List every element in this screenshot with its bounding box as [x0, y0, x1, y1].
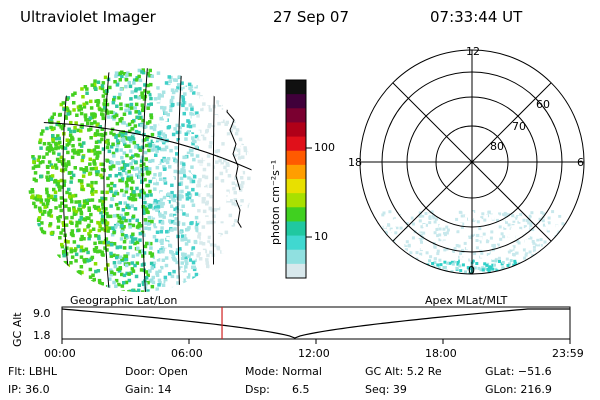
gc-alt-status: GC Alt: 5.2 Re	[365, 365, 442, 378]
mlt-label-6: 6	[577, 156, 584, 169]
timeline-xtick-2359: 23:59	[552, 347, 584, 360]
ip-status: IP: 36.0	[8, 383, 50, 396]
timeline-xtick-1800: 18:00	[425, 347, 457, 360]
timeline-xtick-0000: 00:00	[44, 347, 76, 360]
glon-status: GLon: 216.9	[485, 383, 552, 396]
seq-status: Seq: 39	[365, 383, 407, 396]
timeline-xtick-0600: 06:00	[171, 347, 203, 360]
mlt-label-0: 0	[468, 264, 475, 277]
mode-status: Mode: Normal	[245, 365, 322, 378]
door-status: Door: Open	[125, 365, 188, 378]
colorbar	[285, 79, 312, 279]
observation-date: 27 Sep 07	[273, 8, 349, 26]
observation-time: 07:33:44 UT	[430, 8, 523, 26]
timeline-ytick-top: 9.0	[33, 307, 51, 320]
mlat-label-70: 70	[512, 120, 526, 133]
apex-caption: Apex MLat/MLT	[425, 294, 508, 307]
instrument-title: Ultraviolet Imager	[20, 8, 156, 26]
mlt-label-18: 18	[348, 156, 362, 169]
altitude-timeline	[61, 306, 571, 344]
timeline-ytick-bottom: 1.8	[33, 329, 51, 342]
filter-status: Flt: LBHL	[8, 365, 57, 378]
geographic-caption: Geographic Lat/Lon	[70, 294, 178, 307]
geographic-disk	[28, 68, 252, 292]
glat-status: GLat: −51.6	[485, 365, 552, 378]
dsp-label: Dsp:	[245, 383, 270, 396]
polar-plot	[359, 49, 585, 275]
gain-status: Gain: 14	[125, 383, 172, 396]
mlat-label-60: 60	[536, 98, 550, 111]
colorbar-tick-10: 10	[314, 230, 328, 243]
mlt-label-12: 12	[466, 45, 480, 58]
colorbar-unit-label: photon cm⁻²s⁻¹	[269, 159, 282, 245]
timeline-axis-label: GC Alt	[11, 312, 24, 347]
dsp-value: 6.5	[292, 383, 310, 396]
mlat-label-80: 80	[490, 140, 504, 153]
colorbar-tick-100: 100	[314, 141, 335, 154]
timeline-xtick-1200: 12:00	[298, 347, 330, 360]
